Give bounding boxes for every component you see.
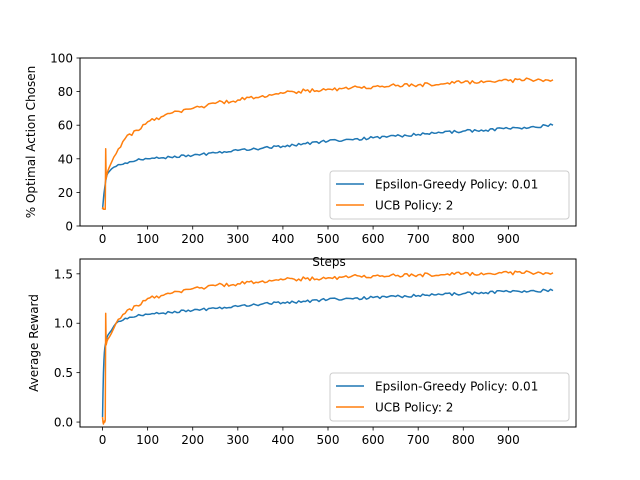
top-legend-label-epsilon: Epsilon-Greedy Policy: 0.01	[375, 178, 538, 192]
bottom-x-tick-label: 300	[226, 433, 249, 447]
top-x-axis-label: Steps	[312, 255, 346, 269]
top-legend-box	[329, 170, 570, 220]
bottom-x-tick-label: 700	[407, 433, 430, 447]
bottom-y-tick-label: 1.0	[54, 317, 73, 331]
bottom-y-tick-label: 0.5	[54, 366, 73, 380]
bottom-x-tick-label: 100	[136, 433, 159, 447]
top-series-layer	[101, 77, 554, 210]
bottom-x-tick-label: 800	[452, 433, 475, 447]
top-y-ticks: 0 20 40 60 80 100	[50, 52, 80, 234]
top-x-tick-label: 800	[452, 232, 475, 246]
bottom-series-layer	[101, 270, 554, 425]
top-x-tick-label: 700	[407, 232, 430, 246]
bottom-series-line-ucb	[101, 270, 554, 425]
bottom-legend-box	[329, 372, 570, 422]
bottom-x-tick-label: 0	[99, 433, 107, 447]
top-x-tick-label: 200	[181, 232, 204, 246]
top-y-tick-label: 40	[58, 152, 73, 166]
top-y-axis-label: % Optimal Action Chosen	[24, 66, 38, 218]
top-y-tick-label: 0	[65, 220, 73, 234]
bottom-x-tick-label: 900	[497, 433, 520, 447]
top-x-tick-label: 300	[226, 232, 249, 246]
bottom-y-tick-label: 1.5	[54, 267, 73, 281]
top-x-tick-label: 900	[497, 232, 520, 246]
top-x-tick-label: 500	[317, 232, 340, 246]
bottom-x-tick-label: 400	[271, 433, 294, 447]
top-legend-label-ucb: UCB Policy: 2	[375, 199, 453, 213]
top-series-line-epsilon	[101, 123, 554, 210]
top-y-tick-label: 60	[58, 119, 73, 133]
top-x-tick-label: 400	[271, 232, 294, 246]
top-y-tick-label: 80	[58, 85, 73, 99]
bottom-x-tick-label: 500	[317, 433, 340, 447]
bottom-y-axis-label: Average Reward	[27, 294, 41, 392]
top-series-line-ucb	[101, 77, 554, 210]
top-x-tick-label: 600	[362, 232, 385, 246]
top-y-tick-label: 100	[50, 52, 73, 66]
bottom-x-ticks: 0 100 200 300 400 500 600 700 800 900	[99, 427, 520, 447]
bottom-legend: Epsilon-Greedy Policy: 0.01 UCB Policy: …	[329, 372, 570, 422]
top-x-tick-label: 0	[99, 232, 107, 246]
bottom-legend-label-epsilon: Epsilon-Greedy Policy: 0.01	[375, 380, 538, 394]
bottom-panel: 0 100 200 300 400 500 600 700 800 900 0.0 0.5 1.0 1.…	[27, 258, 577, 447]
bottom-legend-label-ucb: UCB Policy: 2	[375, 401, 453, 415]
bottom-y-tick-label: 0.0	[54, 416, 73, 430]
top-x-ticks: 0 100 200 300 400 500 600 700 800 900	[99, 226, 520, 246]
top-y-tick-label: 20	[58, 186, 73, 200]
top-x-tick-label: 100	[136, 232, 159, 246]
bottom-series-line-epsilon	[101, 288, 554, 418]
bottom-x-tick-label: 200	[181, 433, 204, 447]
bottom-x-tick-label: 600	[362, 433, 385, 447]
top-legend: Epsilon-Greedy Policy: 0.01 UCB Policy: …	[329, 170, 570, 220]
bottom-y-ticks: 0.0 0.5 1.0 1.5	[54, 267, 80, 430]
